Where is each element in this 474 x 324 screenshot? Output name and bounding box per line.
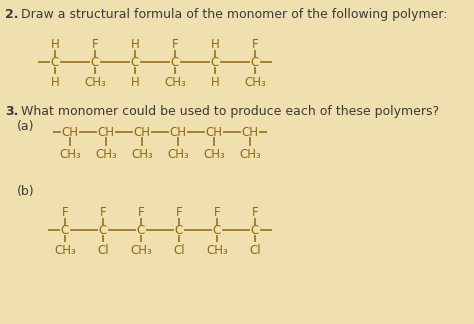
Text: H: H [51,75,59,88]
Text: CH₃: CH₃ [59,148,81,161]
Text: Draw a structural formula of the monomer of the following polymer:: Draw a structural formula of the monomer… [17,8,447,21]
Text: F: F [91,38,98,51]
Text: What monomer could be used to produce each of these polymers?: What monomer could be used to produce ea… [17,105,439,118]
Text: CH: CH [206,125,222,138]
Text: C: C [91,55,99,68]
Text: C: C [211,55,219,68]
Text: CH₃: CH₃ [206,244,228,257]
Text: F: F [214,205,220,218]
Text: C: C [251,224,259,237]
Text: CH: CH [62,125,79,138]
Text: F: F [62,205,68,218]
Text: CH₃: CH₃ [54,244,76,257]
Text: F: F [176,205,182,218]
Text: CH₃: CH₃ [131,148,153,161]
Text: F: F [252,38,258,51]
Text: CH₃: CH₃ [203,148,225,161]
Text: Cl: Cl [249,244,261,257]
Text: C: C [131,55,139,68]
Text: Cl: Cl [173,244,185,257]
Text: H: H [210,38,219,51]
Text: (b): (b) [17,185,35,198]
Text: H: H [131,75,139,88]
Text: CH₃: CH₃ [95,148,117,161]
Text: F: F [100,205,106,218]
Text: C: C [171,55,179,68]
Text: CH₃: CH₃ [164,75,186,88]
Text: C: C [251,55,259,68]
Text: 2.: 2. [5,8,18,21]
Text: CH₃: CH₃ [239,148,261,161]
Text: H: H [210,75,219,88]
Text: C: C [61,224,69,237]
Text: CH: CH [134,125,151,138]
Text: H: H [51,38,59,51]
Text: 3.: 3. [5,105,18,118]
Text: CH: CH [170,125,186,138]
Text: CH: CH [241,125,258,138]
Text: Cl: Cl [97,244,109,257]
Text: F: F [137,205,144,218]
Text: C: C [175,224,183,237]
Text: CH₃: CH₃ [84,75,106,88]
Text: C: C [51,55,59,68]
Text: F: F [252,205,258,218]
Text: CH: CH [98,125,115,138]
Text: CH₃: CH₃ [244,75,266,88]
Text: C: C [213,224,221,237]
Text: F: F [172,38,178,51]
Text: (a): (a) [17,120,35,133]
Text: CH₃: CH₃ [167,148,189,161]
Text: H: H [131,38,139,51]
Text: C: C [99,224,107,237]
Text: C: C [137,224,145,237]
Text: CH₃: CH₃ [130,244,152,257]
